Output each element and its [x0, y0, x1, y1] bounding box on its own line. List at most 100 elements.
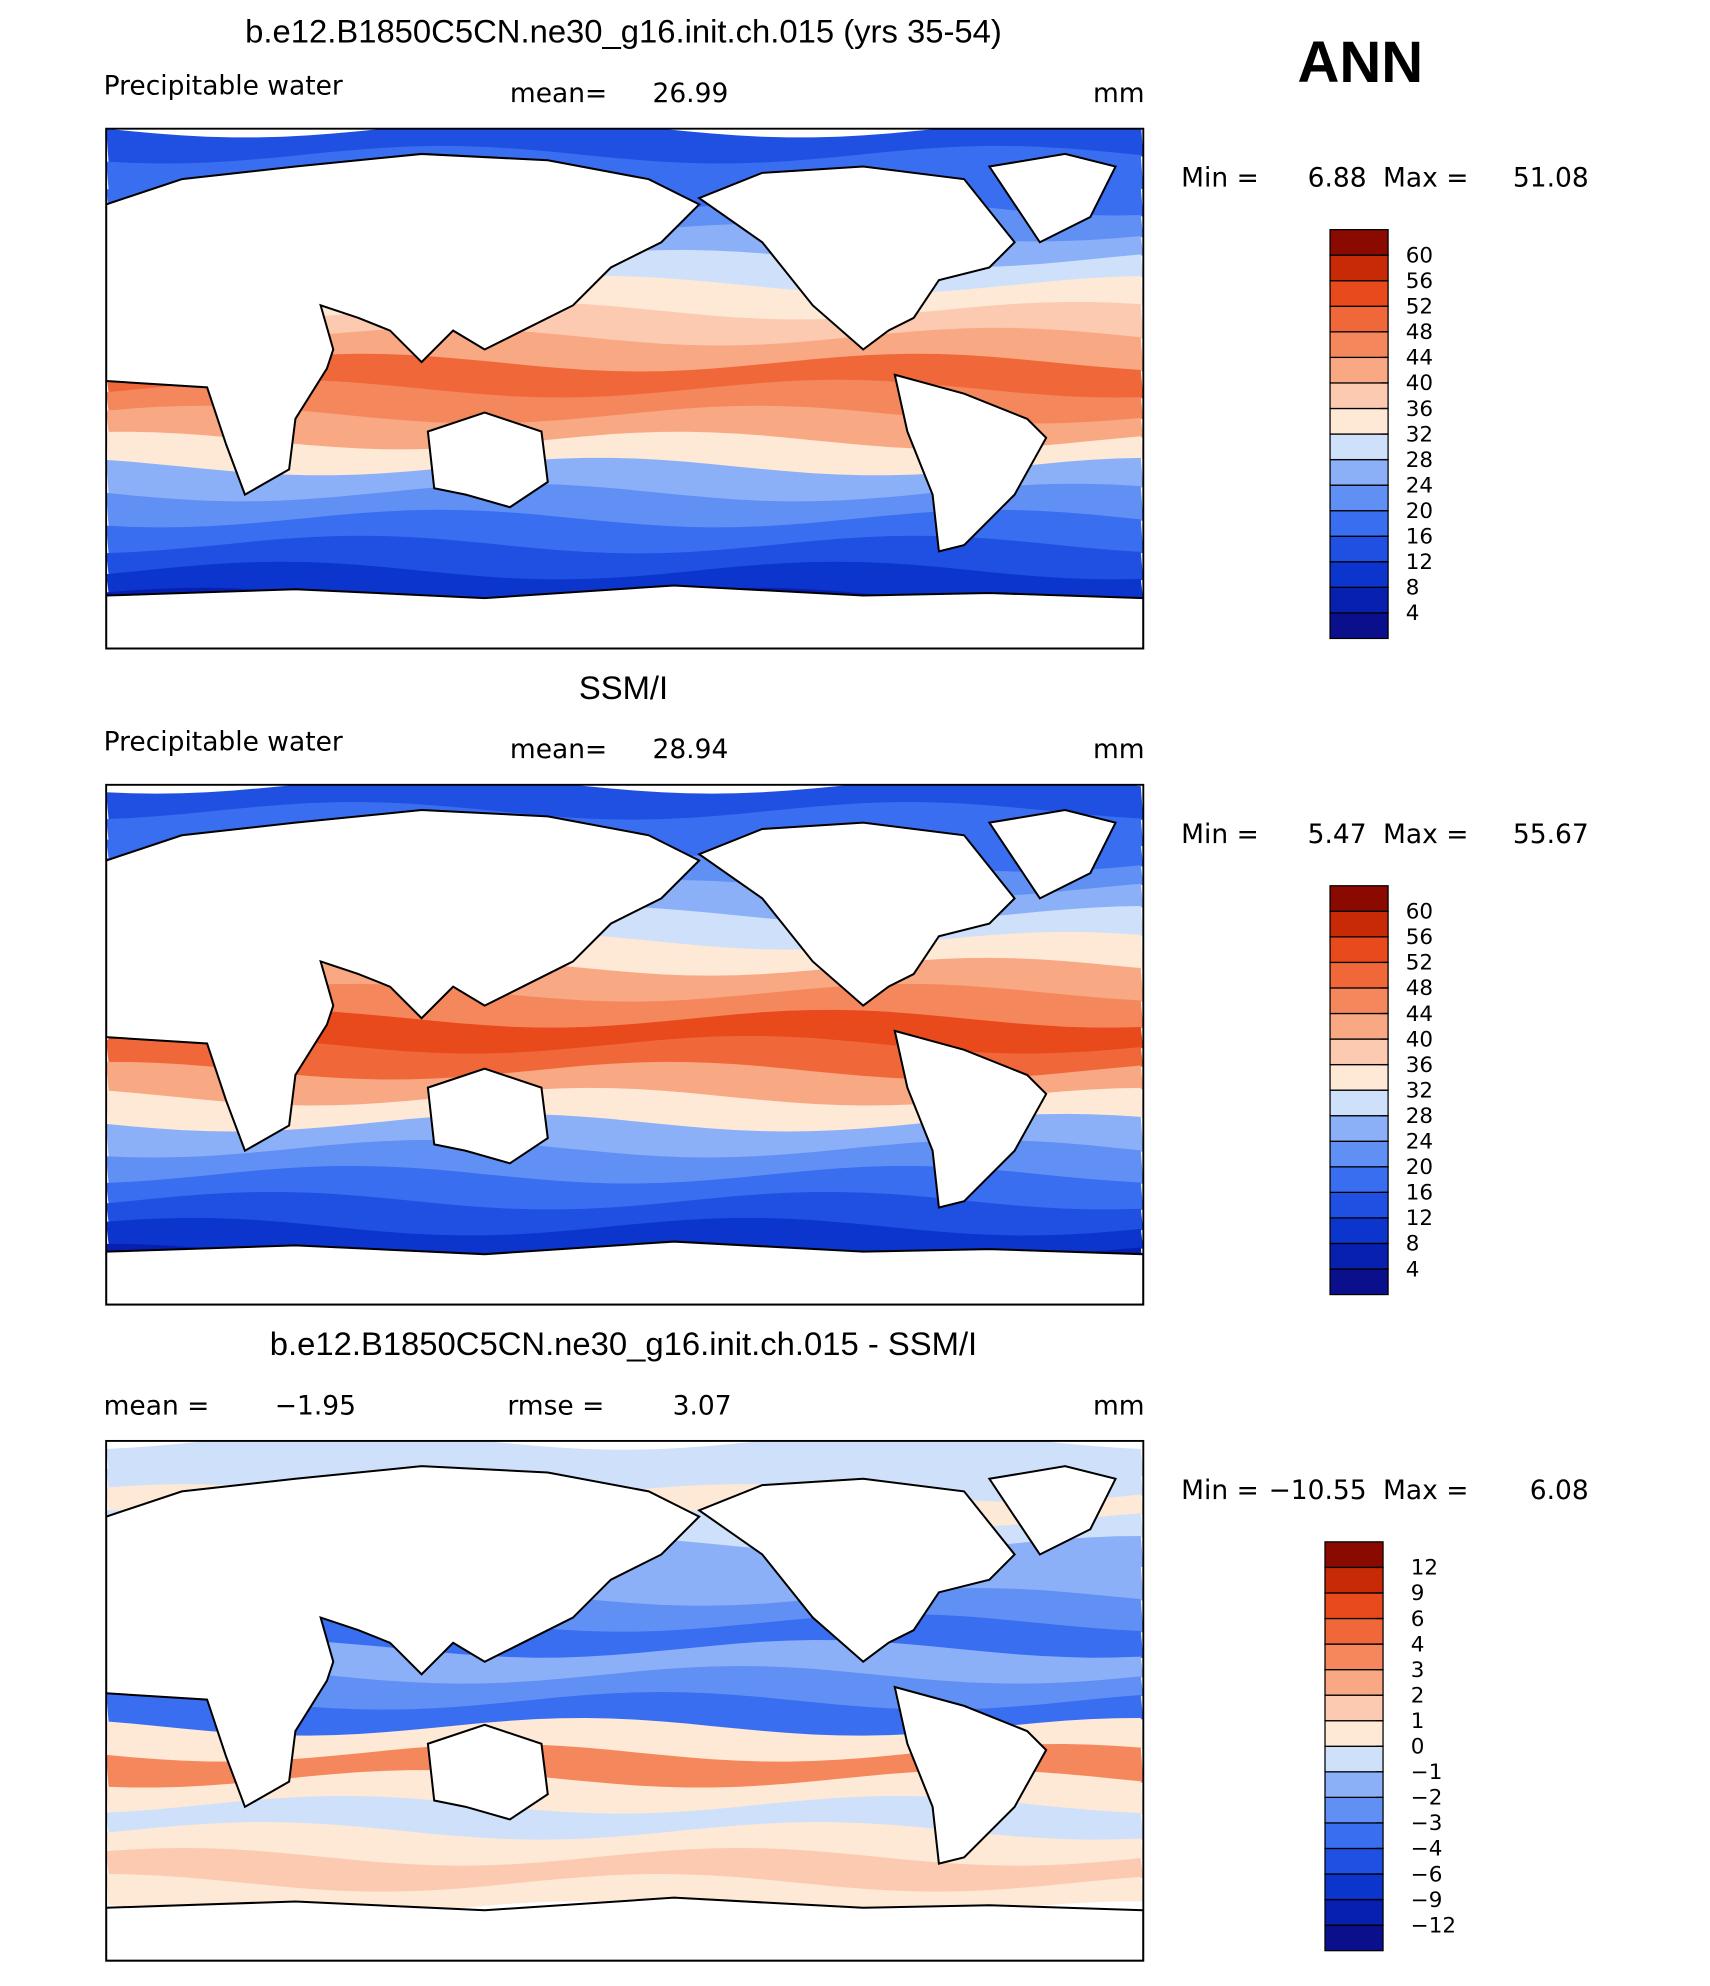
- colorbar-label: 56: [1406, 269, 1433, 294]
- colorbar-label: 20: [1406, 1155, 1433, 1180]
- mean-value: −1.95: [275, 1390, 356, 1421]
- colorbar-label: 56: [1406, 925, 1433, 950]
- colorbar-box: [1324, 1796, 1384, 1824]
- colorbar-box: [1329, 254, 1389, 282]
- mean-value: 26.99: [652, 78, 728, 109]
- colorbar-box: [1324, 1720, 1384, 1747]
- colorbar-box: [1329, 1191, 1389, 1219]
- colorbar-label: 48: [1406, 320, 1433, 345]
- map: [106, 128, 1144, 649]
- colorbar-label: 24: [1406, 1130, 1433, 1155]
- colorbar-box: [1329, 1089, 1389, 1117]
- max-value: 55.67: [1513, 819, 1589, 850]
- colorbar-box: [1329, 382, 1389, 410]
- panel-title: b.e12.B1850C5CN.ne30_g16.init.ch.015 (yr…: [245, 13, 1002, 50]
- colorbar-label: 28: [1406, 1104, 1433, 1129]
- field-band: [106, 353, 1144, 399]
- colorbar-label: 12: [1406, 550, 1433, 575]
- field-band: [106, 1795, 1144, 1841]
- colorbar-box: [1324, 1668, 1384, 1696]
- min-label: Min =: [1181, 819, 1259, 850]
- colorbar-box: [1329, 987, 1389, 1015]
- variable-label: Precipitable water: [104, 71, 343, 102]
- colorbar-box: [1329, 1140, 1389, 1168]
- field-band: [106, 327, 1144, 373]
- field-band: [106, 431, 1144, 477]
- colorbar-box: [1329, 433, 1389, 461]
- colorbar-box: [1329, 458, 1389, 486]
- colorbar-box: [1324, 1847, 1384, 1875]
- colorbar-label: 44: [1406, 346, 1433, 371]
- max-label: Max =: [1383, 163, 1468, 194]
- colorbar-box: [1329, 586, 1389, 614]
- mean-label: mean=: [510, 734, 607, 765]
- colorbar-label: 24: [1406, 473, 1433, 498]
- max-label: Max =: [1383, 819, 1468, 850]
- colorbar-label: −6: [1411, 1862, 1443, 1887]
- field-band: [106, 1821, 1144, 1867]
- colorbar-label: 32: [1406, 1078, 1433, 1103]
- colorbar-label: 40: [1406, 371, 1433, 396]
- field-band: [106, 1770, 1144, 1815]
- colorbar-label: 32: [1406, 422, 1433, 447]
- colorbar-label: 6: [1411, 1607, 1425, 1632]
- colorbar-label: −9: [1411, 1888, 1443, 1913]
- colorbar-label: 36: [1406, 397, 1433, 422]
- colorbar-label: 12: [1406, 1206, 1433, 1231]
- field-band: [106, 483, 1144, 529]
- colorbar-label: 60: [1406, 900, 1433, 925]
- max-label: Max =: [1383, 1475, 1468, 1506]
- colorbar-label: 44: [1406, 1002, 1433, 1027]
- units: mm: [1093, 78, 1145, 109]
- colorbar-label: 20: [1406, 499, 1433, 524]
- colorbar-box: [1329, 510, 1389, 537]
- max-value: 6.08: [1530, 1475, 1589, 1506]
- mean-label: mean =: [104, 1390, 210, 1421]
- colorbar-box: [1329, 1217, 1389, 1245]
- colorbar-label: 36: [1406, 1053, 1433, 1078]
- colorbar-box: [1329, 936, 1389, 964]
- colorbar-label: −4: [1411, 1837, 1443, 1862]
- map: [106, 784, 1144, 1305]
- colorbar-box: [1329, 280, 1389, 307]
- min-value: 5.47: [1308, 819, 1367, 850]
- colorbar-label: 28: [1406, 448, 1433, 473]
- colorbar-label: 52: [1406, 951, 1433, 976]
- colorbar-box: [1329, 356, 1389, 384]
- map-frame: [105, 1439, 1145, 1962]
- colorbar-label: 16: [1406, 1181, 1433, 1206]
- colorbar-box: [1329, 1242, 1389, 1270]
- field-band: [106, 1036, 1144, 1081]
- field-band: [106, 1666, 1144, 1711]
- colorbar-label: −1: [1411, 1760, 1443, 1785]
- colorbar-box: [1329, 229, 1389, 256]
- rmse-value: 3.07: [673, 1390, 732, 1421]
- colorbar-box: [1329, 910, 1389, 938]
- colorbar-box: [1329, 407, 1389, 435]
- colorbar-label: 2: [1411, 1683, 1425, 1708]
- colorbar-label: 3: [1411, 1658, 1425, 1683]
- map-frame: [105, 783, 1145, 1306]
- map: [106, 1440, 1144, 1961]
- colorbar-label: −3: [1411, 1811, 1443, 1836]
- field-band: [106, 1087, 1144, 1133]
- field-band: [106, 128, 1144, 165]
- min-value: 6.88: [1308, 163, 1367, 194]
- colorbar-label: 4: [1411, 1632, 1425, 1657]
- field-band: [106, 1440, 1144, 1478]
- colorbar-box: [1324, 1898, 1384, 1926]
- field-band: [106, 1061, 1144, 1107]
- colorbar-box: [1329, 1115, 1389, 1142]
- min-value: −10.55: [1269, 1475, 1367, 1506]
- colorbar-label: −12: [1411, 1913, 1456, 1938]
- colorbar-label: 4: [1406, 601, 1420, 626]
- panel-title: SSM/I: [579, 669, 668, 706]
- units: mm: [1093, 1390, 1145, 1421]
- max-value: 51.08: [1513, 163, 1589, 194]
- mean-label: mean=: [510, 78, 607, 109]
- colorbar-label: 9: [1411, 1581, 1425, 1606]
- field-band: [106, 801, 1144, 847]
- colorbar-box: [1324, 1566, 1384, 1594]
- field-band: [106, 1743, 1144, 1789]
